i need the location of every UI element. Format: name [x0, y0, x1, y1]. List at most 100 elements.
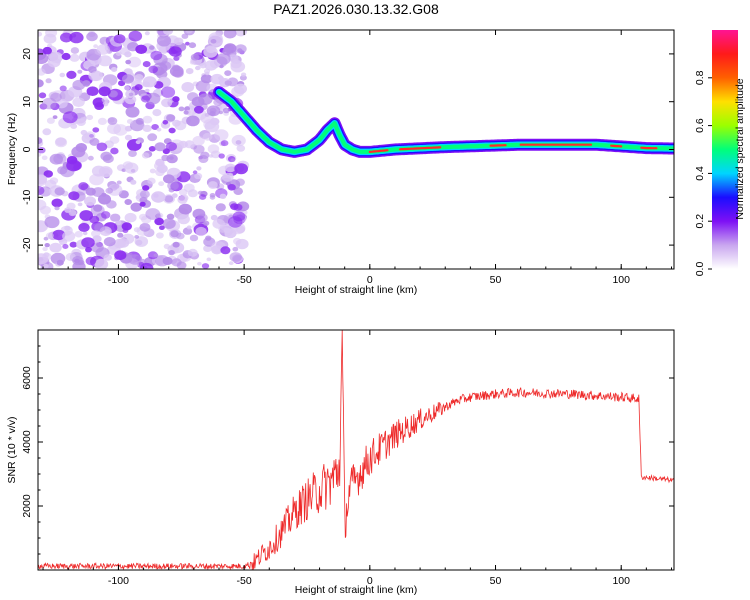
noise-blob [47, 43, 53, 48]
noise-blob [233, 203, 243, 211]
noise-blob [218, 153, 225, 159]
noise-blob [115, 220, 122, 226]
noise-blob [124, 199, 132, 205]
noise-blob [204, 71, 210, 76]
spectral-ridge [213, 86, 674, 158]
noise-blob [156, 30, 171, 37]
noise-blob [94, 102, 104, 110]
noise-blob [168, 250, 175, 256]
colorbar: 0.0 0.2 0.4 0.6 0.8 Normalized spectral ampl… [694, 30, 746, 276]
noise-blob [171, 193, 178, 198]
noise-blob [156, 232, 164, 239]
y-tick-label: 10 [21, 96, 33, 108]
x-tick-label: -100 [108, 274, 129, 286]
noise-blob [93, 44, 98, 49]
noise-blob [141, 95, 150, 103]
noise-blob [38, 92, 47, 99]
noise-blob [171, 258, 182, 267]
noise-blob [183, 110, 189, 115]
noise-blob [54, 206, 60, 211]
y-tick-label: 2000 [21, 494, 33, 518]
noise-blob [148, 65, 158, 74]
noise-blob [113, 238, 126, 249]
spectrogram-x-label: Height of straight line (km) [295, 284, 418, 296]
noise-blob [200, 151, 210, 159]
noise-blob [142, 81, 150, 88]
snr-x-label: Height of straight line (km) [295, 584, 418, 596]
noise-blob [43, 263, 49, 269]
colorbar-axis: 0.0 0.2 0.4 0.6 0.8 [694, 70, 712, 276]
noise-blob [43, 170, 53, 178]
noise-blob [192, 135, 205, 146]
noise-blob [153, 253, 159, 258]
noise-blob [66, 70, 77, 79]
noise-blob [94, 223, 106, 233]
noise-blob [147, 251, 158, 260]
noise-blob [145, 88, 150, 93]
noise-blob [110, 147, 119, 155]
noise-blob [52, 229, 66, 241]
noise-blob [224, 80, 232, 86]
noise-blob [172, 68, 184, 78]
noise-blob [166, 114, 176, 122]
noise-blob [156, 35, 172, 47]
noise-blob [80, 116, 87, 122]
noise-blob [72, 97, 85, 107]
noise-blob [185, 41, 190, 46]
noise-blob [69, 31, 84, 44]
noise-blob [241, 72, 247, 77]
noise-blob [122, 74, 134, 84]
noise-blob [201, 263, 210, 269]
ridge-peak-segment [398, 146, 442, 151]
noise-blob [38, 174, 48, 185]
noise-blob [139, 190, 150, 199]
noise-blob [124, 134, 133, 141]
noise-blob [44, 216, 60, 229]
noise-blob [69, 53, 80, 62]
noise-blob [194, 105, 204, 114]
noise-blob [49, 242, 62, 253]
noise-blob [185, 30, 193, 34]
noise-blob [108, 90, 118, 98]
noise-blob [88, 155, 94, 161]
noise-blob [155, 158, 165, 167]
noise-blob [186, 115, 200, 127]
noise-blob [197, 190, 204, 195]
snr-series-line [37, 329, 675, 571]
colorbar-tick-label: 0.0 [694, 262, 706, 277]
noise-blob [59, 85, 67, 92]
noise-blob [139, 222, 151, 232]
noise-blob [79, 210, 93, 221]
noise-blob [46, 117, 55, 124]
ridge-peak-segment [640, 146, 658, 150]
noise-blob [154, 217, 164, 226]
noise-blob [210, 150, 221, 159]
noise-blob [208, 181, 218, 189]
noise-blob [178, 140, 188, 149]
noise-blob [187, 248, 198, 257]
noise-blob [219, 193, 227, 199]
spectrogram-y-label: Frequency (Hz) [6, 113, 18, 185]
noise-blob [52, 115, 58, 119]
noise-blob [161, 98, 173, 108]
noise-blob [134, 235, 140, 239]
snr-plot-background [38, 330, 674, 570]
noise-blobs [38, 30, 250, 269]
noise-blob [194, 172, 203, 180]
noise-blob [84, 196, 96, 206]
noise-blob [184, 106, 191, 111]
noise-blob [220, 246, 231, 255]
noise-blob [125, 106, 140, 118]
noise-blob [77, 69, 83, 74]
noise-blob [62, 231, 76, 242]
noise-blob [124, 162, 139, 174]
noise-blob [86, 86, 99, 96]
noise-blob [141, 152, 150, 159]
noise-blob [115, 51, 122, 56]
noise-blob [145, 208, 161, 220]
noise-blob [90, 70, 104, 82]
noise-blob [45, 30, 58, 38]
noise-blob [54, 187, 65, 196]
noise-blob [62, 111, 78, 124]
noise-blob [84, 131, 96, 141]
